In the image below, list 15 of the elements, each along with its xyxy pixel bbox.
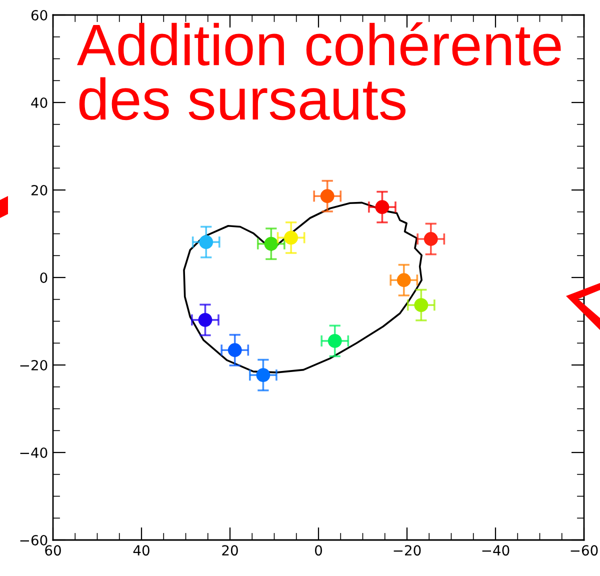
x-tick-label: 40 — [133, 545, 150, 556]
chart-title: Addition cohérente des sursauts — [77, 22, 561, 120]
y-tick-label: 20 — [31, 184, 48, 196]
x-tick-label: −20 — [394, 545, 421, 556]
y-tick-label: −20 — [20, 360, 48, 370]
y-tick-label: −60 — [20, 534, 48, 546]
x-tick-label: −40 — [482, 545, 510, 556]
x-tick-label: −60 — [570, 545, 598, 556]
y-tick-label: 60 — [31, 10, 48, 20]
x-tick-label: 60 — [45, 545, 61, 556]
y-tick-label: 40 — [31, 97, 48, 108]
y-tick-label: 0 — [40, 272, 48, 283]
y-tick-label: −40 — [20, 447, 48, 458]
x-tick-label: 20 — [222, 545, 238, 556]
x-tick-label: 0 — [314, 545, 322, 556]
